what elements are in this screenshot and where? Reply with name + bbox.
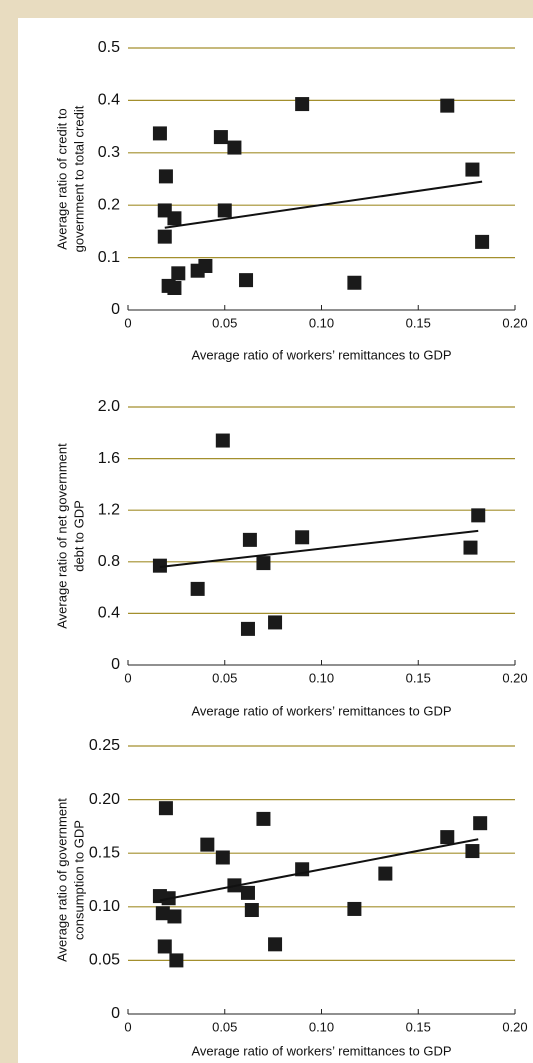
x-tick-label: 0.10 [309,315,334,330]
y-tick-label: 2.0 [98,398,120,415]
point [471,508,486,523]
x-tick-label: 0 [124,1019,131,1034]
point [295,530,310,545]
trend-line [159,838,479,902]
y-tick-label: 0.1 [98,249,120,266]
point [213,130,228,145]
x-tick-label: 0.10 [309,1019,334,1034]
y-tick-label: 0.05 [89,952,120,969]
point [167,280,182,295]
point [152,558,167,573]
trend-line [159,529,479,568]
y-tick-label: 1.6 [98,450,120,467]
point [239,273,254,288]
point [268,615,283,630]
y-tick-label: 0.15 [89,844,120,861]
panel [18,18,533,1063]
point [155,906,170,921]
y-tick-label: 0 [111,656,120,673]
point [169,953,184,968]
y-tick-label: 0.20 [89,791,120,808]
y-tick-label: 1.2 [98,501,120,518]
point [473,816,488,831]
point [242,532,257,547]
x-axis-label: Average ratio of workers’ remittances to… [191,703,451,718]
point [157,939,172,954]
point [190,581,205,596]
y-tick-label: 0.2 [98,196,120,213]
x-tick-label: 0.15 [406,315,431,330]
point [295,97,310,112]
point [465,162,480,177]
y-tick-label: 0.10 [89,898,120,915]
x-tick-label: 0.20 [502,670,527,685]
x-axis-label: Average ratio of workers’ remittances to… [191,347,451,362]
point [347,275,362,290]
x-tick-label: 0.10 [309,670,334,685]
x-tick-label: 0.20 [502,315,527,330]
point [463,540,478,555]
point [158,169,173,184]
x-tick-label: 0.05 [212,315,237,330]
y-tick-label: 0 [111,1005,120,1022]
point [244,903,259,918]
point [171,266,186,281]
point [240,885,255,900]
x-tick-label: 0.15 [406,1019,431,1034]
x-tick-label: 0.15 [406,670,431,685]
point [465,844,480,859]
y-axis-label: Average ratio of government [54,798,69,962]
y-tick-label: 0.4 [98,92,120,109]
y-tick-label: 0.25 [89,737,120,754]
point [256,556,271,571]
x-tick-label: 0 [124,315,131,330]
y-axis-label: debt to GDP [71,500,86,572]
x-tick-label: 0.20 [502,1019,527,1034]
point [198,258,213,273]
point [256,811,271,826]
point [152,126,167,141]
y-axis-label: government to total credit [71,105,86,252]
point [167,909,182,924]
trend-line [164,180,483,229]
point [158,801,173,816]
point [215,850,230,865]
y-tick-label: 0.3 [98,144,120,161]
point [217,203,232,218]
x-axis-label: Average ratio of workers’ remittances to… [191,1043,451,1058]
y-axis-label: Average ratio of net government [54,443,69,629]
point [440,98,455,113]
y-axis-label: Average ratio of credit to [54,108,69,249]
point [227,140,242,155]
point [200,837,215,852]
point [347,901,362,916]
y-tick-label: 0 [111,301,120,318]
point [167,211,182,226]
point [475,234,490,249]
y-tick-label: 0.8 [98,553,120,570]
y-tick-label: 0.4 [98,605,120,622]
point [240,621,255,636]
x-tick-label: 0.05 [212,1019,237,1034]
point [157,229,172,244]
point [215,433,230,448]
y-axis-label: consumption to GDP [71,820,86,940]
point [378,866,393,881]
point [268,937,283,952]
point [440,830,455,845]
x-tick-label: 0 [124,670,131,685]
x-tick-label: 0.05 [212,670,237,685]
y-tick-label: 0.5 [98,39,120,56]
